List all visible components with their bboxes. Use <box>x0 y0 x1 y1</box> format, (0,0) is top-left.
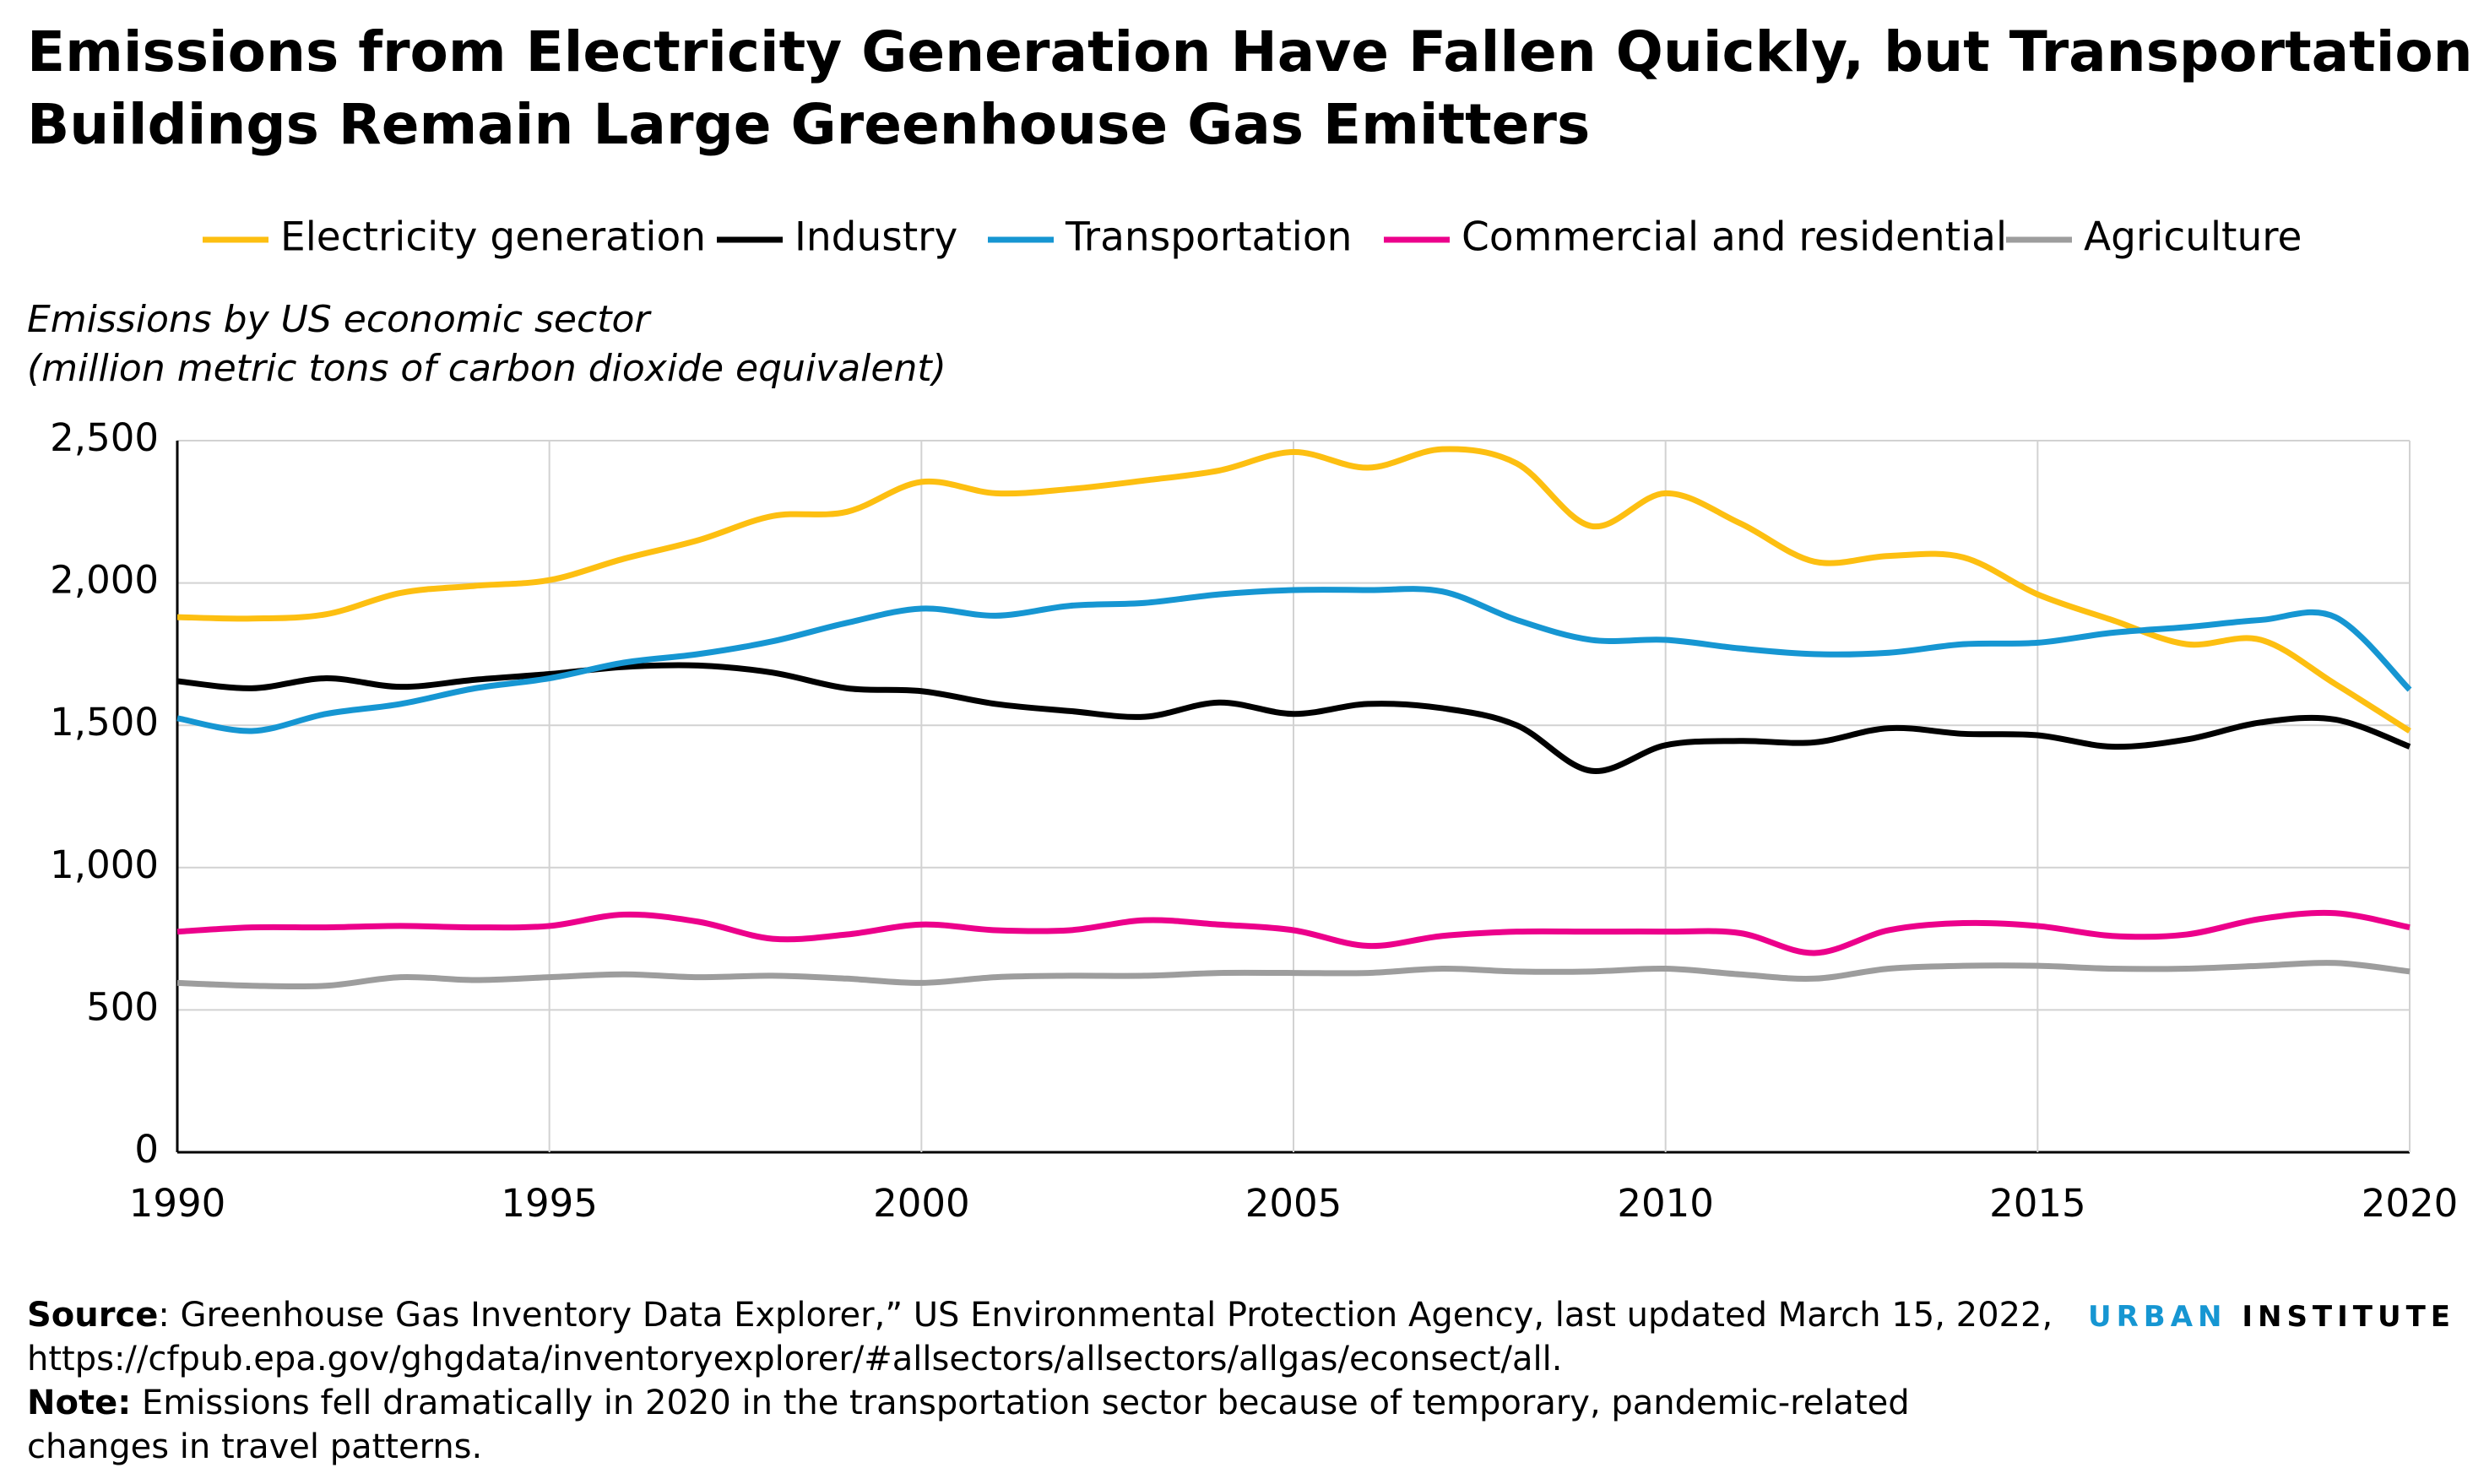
legend-label: Industry <box>795 214 957 261</box>
chart-title: Buildings Remain Large Greenhouse Gas Em… <box>27 92 1590 157</box>
source-text: https://cfpub.epa.gov/ghgdata/inventorye… <box>27 1340 1562 1378</box>
legend-label: Transportation <box>1065 214 1352 261</box>
chart-title: Emissions from Electricity Generation Ha… <box>27 19 2473 84</box>
series-line <box>176 662 2411 774</box>
y-tick-label: 2,500 <box>50 415 159 460</box>
series-line <box>176 586 2412 734</box>
legend-label: Agriculture <box>2084 214 2302 261</box>
x-tick-label: 2020 <box>2362 1181 2459 1226</box>
source-label: Source <box>27 1296 158 1335</box>
y-tick-label: 500 <box>86 984 159 1029</box>
logo-urban: URBAN <box>2088 1300 2226 1334</box>
x-tick-label: 2010 <box>1617 1181 1714 1226</box>
y-tick-label: 0 <box>134 1127 159 1172</box>
source: Source: Greenhouse Gas Inventory Data Ex… <box>27 1296 2053 1335</box>
note-text: changes in travel patterns. <box>27 1427 482 1466</box>
x-tick-label: 2015 <box>1989 1181 2086 1226</box>
x-tick-label: 2000 <box>873 1181 970 1226</box>
y-tick-label: 2,000 <box>50 558 159 603</box>
legend-label: Commercial and residential <box>1462 214 2007 261</box>
legend-label: Electricity generation <box>280 214 706 261</box>
y-tick-label: 1,000 <box>50 842 159 887</box>
x-tick-label: 1995 <box>501 1181 598 1226</box>
x-tick-label: 1990 <box>129 1181 226 1226</box>
note-text: Emissions fell dramatically in 2020 in t… <box>131 1384 1909 1422</box>
source-text: : Greenhouse Gas Inventory Data Explorer… <box>158 1296 2053 1335</box>
logo: URBAN INSTITUTE <box>2088 1300 2455 1334</box>
series-line <box>176 446 2411 734</box>
note: Note: Emissions fell dramatically in 202… <box>27 1384 1910 1422</box>
y-axis-label: Emissions by US economic sector <box>27 298 652 341</box>
note-label: Note: <box>27 1384 131 1422</box>
logo-institute: INSTITUTE <box>2242 1300 2455 1334</box>
x-tick-label: 2005 <box>1245 1181 1342 1226</box>
series-line <box>176 909 2411 956</box>
y-axis-label: (million metric tons of carbon dioxide e… <box>27 347 946 390</box>
y-tick-label: 1,500 <box>50 700 159 745</box>
series-line <box>176 960 2411 990</box>
